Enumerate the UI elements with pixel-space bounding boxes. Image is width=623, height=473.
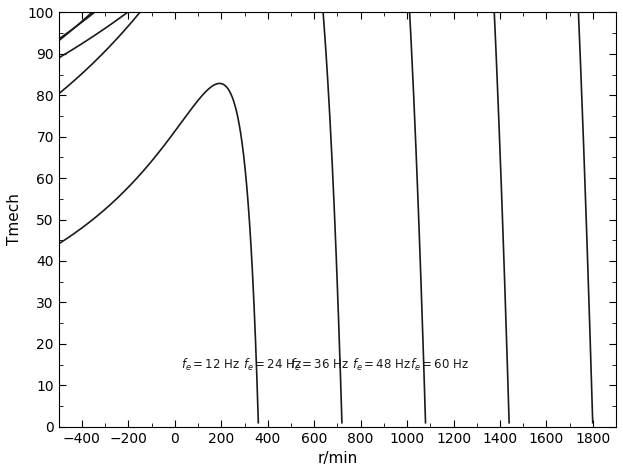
X-axis label: r/min: r/min xyxy=(317,451,358,466)
Y-axis label: Tmech: Tmech xyxy=(7,193,22,245)
Text: $f_e = 12$ Hz: $f_e = 12$ Hz xyxy=(181,357,240,373)
Text: $f_e = 24$ Hz: $f_e = 24$ Hz xyxy=(243,357,302,373)
Text: $f_e = 36$ Hz: $f_e = 36$ Hz xyxy=(290,357,350,373)
Text: $f_e = 48$ Hz: $f_e = 48$ Hz xyxy=(352,357,411,373)
Text: $f_e = 60$ Hz: $f_e = 60$ Hz xyxy=(410,357,469,373)
